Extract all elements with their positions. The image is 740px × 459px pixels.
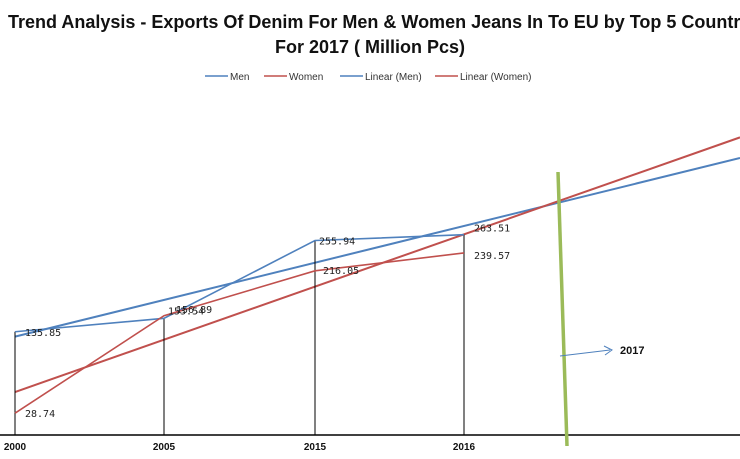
annotation-label: 2017 [620,345,644,357]
legend: Men Women Linear (Men) Linear (Women) [205,72,532,83]
chart-title-line1: Trend Analysis - Exports Of Denim For Me… [8,12,740,32]
arrow-head [603,345,613,356]
annotation-arrow [559,345,613,357]
x-tick-label: 2005 [153,442,176,453]
trendline-women [14,136,740,393]
data-label: 28.74 [25,409,55,420]
chart-title: Trend Analysis - Exports Of Denim For Me… [0,10,740,60]
arrow-shaft [559,349,611,357]
series-line-men [14,233,465,333]
legend-label: Linear (Women) [460,72,532,83]
data-label: 255.94 [319,236,355,247]
data-label: 153.54 [168,306,204,317]
x-tick-label: 2016 [453,442,476,453]
data-label: 263.51 [474,224,510,235]
series-line-women [14,252,465,414]
plot-area: 135.85 153.54 255.94 263.51 28.74 156.89 216.0… [0,136,740,453]
legend-label: Women [289,72,323,83]
x-tick-label: 2000 [4,442,27,453]
data-label: 135.85 [25,328,61,339]
year-marker-line [556,171,569,447]
data-label: 156.89 [176,305,212,316]
legend-label: Linear (Men) [365,72,422,83]
legend-label: Men [230,72,249,83]
data-label: 216.05 [323,266,359,277]
trendline-men [14,156,740,338]
chart-title-line2: For 2017 ( Million Pcs) [274,37,466,57]
x-tick-label: 2015 [304,442,327,453]
data-label: 239.57 [474,251,510,262]
